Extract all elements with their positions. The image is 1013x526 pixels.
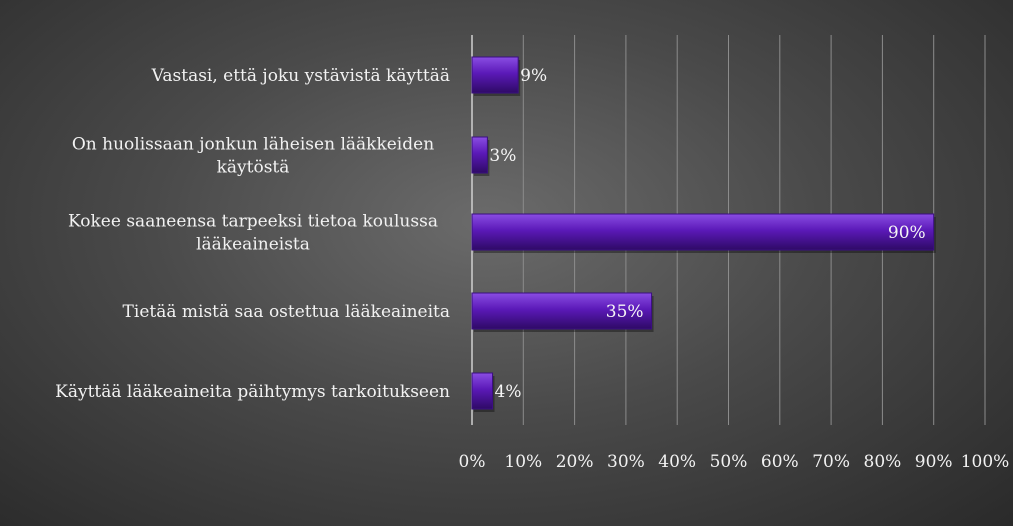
bar [471,136,488,174]
category-label: Vastasi, että joku ystävistä käyttää [151,66,450,86]
bars [471,56,936,412]
bar [471,56,519,94]
x-tick-label: 60% [761,452,799,472]
x-tick-label: 40% [658,452,696,472]
x-tick-label: 0% [459,452,486,472]
category-label: Kokee saaneensa tarpeeksi tietoa kouluss… [68,212,438,255]
data-label: 9% [520,66,547,86]
x-tick-label: 30% [607,452,645,472]
x-tick-label: 100% [961,452,1010,472]
category-label: Tietää mistä saa ostettua lääkeaineita [123,302,450,322]
category-label: On huolissaan jonkun läheisen lääkkeiden… [72,135,434,178]
x-tick-label: 50% [710,452,748,472]
data-label: 4% [495,382,522,402]
x-tick-label: 80% [864,452,902,472]
x-tick-label: 20% [556,452,594,472]
labels: 0% 10% 20% 30% 40% 50% 60% 70% 80% 90% 100% 9% Vasta… [55,66,1009,472]
bar [471,292,653,330]
bar [471,213,935,251]
data-label: 90% [888,223,926,243]
data-label: 3% [489,146,516,166]
category-label: Käyttää lääkeaineita päihtymys tarkoituk… [55,382,450,402]
bar [471,372,494,410]
x-tick-label: 10% [504,452,542,472]
x-tick-label: 90% [915,452,953,472]
data-label: 35% [606,302,644,322]
x-tick-label: 70% [812,452,850,472]
